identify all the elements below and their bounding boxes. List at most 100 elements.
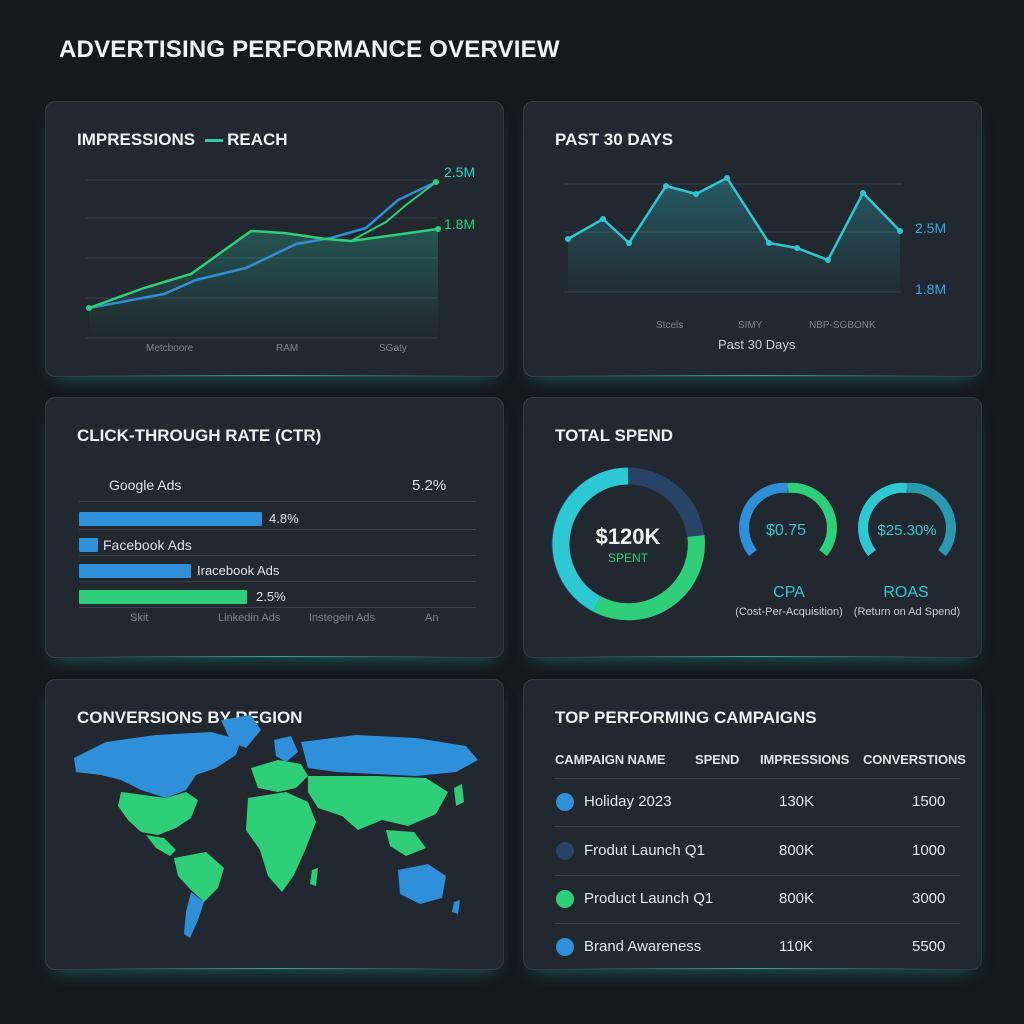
ctr-top-value: 5.2%	[412, 477, 447, 494]
map-region-africa[interactable]	[246, 792, 316, 892]
impressions-label: IMPRESSIONS	[77, 130, 196, 149]
x-axis-label: RAM	[276, 343, 298, 354]
total-spend-card: TOTAL SPEND $120K SPENT $0.75 CPA (Cost-…	[523, 397, 982, 658]
column-header-conversions[interactable]: CONVERSTIONS	[863, 752, 966, 767]
map-region-central-america[interactable]	[146, 835, 176, 856]
map-region-asia[interactable]	[308, 776, 448, 830]
data-point	[600, 216, 606, 222]
ctr-title: CLICK-THROUGH RATE (CTR)	[77, 426, 322, 445]
ctr-bar-label: Iracebook Ads	[197, 563, 280, 578]
map-region-north-america[interactable]	[74, 732, 241, 798]
cpa-description: (Cost-Per-Acquisition)	[735, 606, 843, 618]
ctr-axis-label: Linkedin Ads	[218, 612, 281, 624]
impressions-line-chart: 2.5M 1.8M Metcboore RAM SGaty	[86, 164, 475, 354]
map-region-europe[interactable]	[251, 760, 308, 792]
column-header-spend[interactable]: SPEND	[695, 752, 740, 767]
map-region-madagascar[interactable]	[310, 868, 318, 886]
data-point	[626, 240, 632, 246]
reach-legend-swatch	[205, 139, 224, 143]
map-region-south-america-north[interactable]	[174, 852, 224, 902]
spend-gauges: $120K SPENT $0.75 CPA (Cost-Per-Acquisit…	[551, 467, 960, 621]
ctr-axis-label: An	[425, 612, 439, 624]
data-point	[897, 228, 903, 234]
low-value-label: 1.8M	[915, 281, 946, 297]
column-header-impressions[interactable]: IMPRESSIONS	[760, 752, 850, 767]
conversions-by-region-card: CONVERSIONS BY REGION	[45, 679, 504, 970]
campaign-status-dot	[556, 793, 574, 811]
past-30-days-card: PAST 30 DAYS 2.5M 1.8M Stcels SIMY NBP-S…	[523, 101, 982, 377]
column-header-campaign-name[interactable]: CAMPAIGN NAME	[555, 752, 666, 767]
campaign-impressions: 110K	[779, 938, 813, 955]
campaign-conversions: 5500	[912, 938, 946, 955]
ctr-bar-label: Facebook Ads	[103, 537, 192, 553]
series-endpoint	[435, 226, 441, 232]
x-axis-label: SGaty	[379, 343, 407, 354]
reach-legend-label: REACH	[227, 130, 288, 149]
impressions-series-blue	[88, 180, 437, 310]
map-region-australia[interactable]	[398, 864, 446, 904]
roas-gauge-navy	[906, 482, 956, 557]
campaign-impressions: 800K	[779, 890, 815, 907]
ctr-bar[interactable]	[79, 564, 191, 578]
map-region-russia[interactable]	[301, 735, 478, 776]
campaign-impressions: 800K	[779, 842, 815, 859]
high-value-label: 2.5M	[444, 164, 475, 180]
row-divider	[555, 923, 960, 924]
series-endpoint	[86, 305, 92, 311]
campaign-name: Frodut Launch Q1	[584, 842, 705, 859]
ctr-bar-value: 2.5%	[256, 589, 286, 604]
high-value-label: 2.5M	[915, 220, 946, 236]
past-30-days-title: PAST 30 DAYS	[555, 130, 674, 149]
data-point	[766, 240, 772, 246]
row-divider	[555, 778, 960, 779]
campaign-status-dot	[556, 842, 574, 860]
map-region-south-america-south[interactable]	[184, 892, 204, 938]
roas-name: ROAS	[883, 584, 928, 601]
map-region-greenland[interactable]	[221, 715, 261, 748]
x-axis-label: NBP-SGBONK	[809, 320, 876, 331]
campaign-name: Product Launch Q1	[584, 890, 714, 907]
reach-series-green	[88, 227, 439, 310]
page-title: ADVERTISING PERFORMANCE OVERVIEW	[59, 36, 560, 63]
low-value-label: 1.8M	[444, 216, 475, 232]
spend-donut-teal	[552, 467, 629, 612]
cpa-gauge-green	[787, 482, 837, 557]
spent-value: $120K	[596, 524, 661, 549]
ctr-axis-label: Skit	[130, 612, 149, 624]
map-region-new-zealand[interactable]	[452, 900, 460, 914]
row-divider	[79, 555, 476, 556]
past-30-area-fill	[568, 178, 900, 292]
cpa-value: $0.75	[766, 522, 806, 539]
row-divider	[79, 607, 476, 608]
ctr-bar[interactable]	[79, 512, 262, 526]
row-divider	[555, 826, 960, 827]
map-region-usa[interactable]	[118, 792, 198, 835]
ctr-top-label: Google Ads	[109, 477, 182, 493]
row-divider	[79, 529, 476, 530]
campaign-conversions: 3000	[912, 890, 946, 907]
x-axis-label: Metcboore	[146, 343, 194, 354]
campaign-status-dot	[556, 938, 574, 956]
total-spend-title: TOTAL SPEND	[555, 426, 674, 445]
roas-description: (Return on Ad Spend)	[854, 606, 960, 618]
map-region-southeast-asia[interactable]	[386, 830, 426, 856]
cpa-gauge-blue	[739, 482, 789, 557]
impressions-title: IMPRESSIONS REACH	[77, 130, 288, 150]
ctr-bar[interactable]	[79, 590, 247, 604]
ctr-bar[interactable]	[79, 538, 98, 552]
data-point	[724, 175, 730, 181]
world-map[interactable]	[46, 680, 503, 969]
x-axis-label: Stcels	[656, 320, 683, 331]
campaign-status-dot	[556, 890, 574, 908]
data-point	[693, 191, 699, 197]
data-point	[794, 245, 800, 251]
chart-caption: Past 30 Days	[718, 337, 796, 352]
map-region-japan[interactable]	[454, 784, 464, 806]
spent-label: SPENT	[608, 551, 649, 565]
ctr-card: CLICK-THROUGH RATE (CTR) Google Ads 5.2%…	[45, 397, 504, 658]
roas-value: $25.30%	[877, 522, 936, 539]
roas-gauge-teal	[858, 482, 908, 557]
map-region-scandinavia[interactable]	[274, 736, 298, 762]
data-point	[860, 190, 866, 196]
past-30-days-line-chart: 2.5M 1.8M Stcels SIMY NBP-SGBONK Past 30…	[564, 175, 946, 352]
